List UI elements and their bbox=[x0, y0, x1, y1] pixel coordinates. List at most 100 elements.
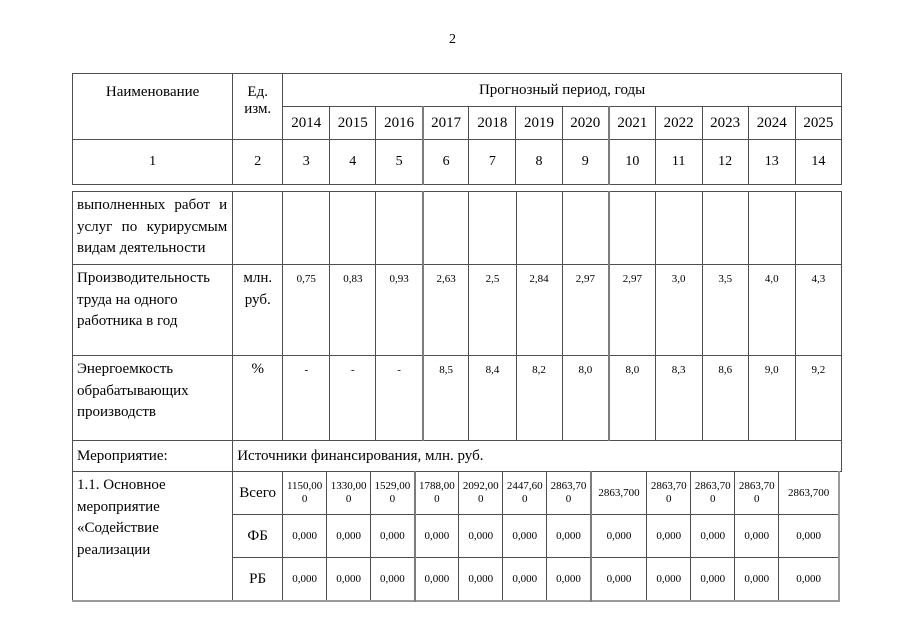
indicator-value: 2,97 bbox=[608, 264, 656, 356]
column-number: 3 bbox=[282, 139, 331, 185]
indicator-value: 8,6 bbox=[701, 355, 749, 441]
column-number: 13 bbox=[747, 139, 796, 185]
funding-value: 0,000 bbox=[778, 557, 840, 602]
column-number: 7 bbox=[468, 139, 517, 185]
year-header: 2016 bbox=[375, 106, 424, 140]
forecast-table: Наименование Ед. изм. Прогнозный период,… bbox=[71, 73, 843, 602]
indicator-value: 2,5 bbox=[468, 264, 517, 356]
funding-source-label: РБ bbox=[232, 557, 284, 602]
funding-source-label: ФБ bbox=[232, 514, 284, 558]
indicator-value: 4,0 bbox=[747, 264, 796, 356]
indicator-value: 0,83 bbox=[329, 264, 377, 356]
header-period-title: Прогнозный период, годы bbox=[282, 73, 842, 107]
empty-value-cell bbox=[654, 191, 703, 265]
year-header: 2018 bbox=[468, 106, 517, 140]
funding-value: 0,000 bbox=[458, 514, 504, 558]
funding-value: 0,000 bbox=[370, 514, 416, 558]
page-number: 2 bbox=[449, 32, 456, 47]
year-header: 2017 bbox=[421, 106, 470, 140]
funding-value: 2447,600 bbox=[502, 471, 548, 515]
funding-value: 0,000 bbox=[502, 557, 548, 602]
column-number: 5 bbox=[375, 139, 424, 185]
year-header: 2025 bbox=[794, 106, 843, 140]
indicator-value: 3,0 bbox=[654, 264, 703, 356]
indicator-unit: % bbox=[232, 355, 284, 441]
year-header: 2015 bbox=[329, 106, 377, 140]
funding-value: 2863,700 bbox=[546, 471, 592, 515]
column-number: 14 bbox=[794, 139, 843, 185]
funding-value: 0,000 bbox=[690, 557, 736, 602]
funding-value: 0,000 bbox=[282, 557, 328, 602]
measure-label: Мероприятие: bbox=[71, 440, 234, 472]
funding-value: 0,000 bbox=[413, 557, 460, 602]
indicator-value: 3,5 bbox=[701, 264, 749, 356]
indicator-value: - bbox=[282, 355, 331, 441]
funding-value: 0,000 bbox=[370, 557, 416, 602]
column-number: 6 bbox=[421, 139, 470, 185]
table-row: ФБ 0,000 0,000 0,000 0,000 0,000 0,000 0,000 0,… bbox=[73, 514, 840, 558]
financing-title: 1.1. Основное мероприятие «Содействие ре… bbox=[71, 471, 234, 602]
funding-value: 2863,700 bbox=[778, 471, 840, 515]
column-number: 12 bbox=[701, 139, 749, 185]
empty-value-cell bbox=[515, 191, 563, 265]
indicator-value: 8,0 bbox=[608, 355, 656, 441]
funding-value: 0,000 bbox=[589, 557, 648, 602]
funding-value: 0,000 bbox=[326, 557, 372, 602]
funding-value: 0,000 bbox=[646, 514, 692, 558]
continuation-text: выполненных работ и услуг по курирусмым … bbox=[71, 191, 234, 265]
funding-value: 0,000 bbox=[546, 514, 592, 558]
indicator-value: 8,2 bbox=[515, 355, 563, 441]
funding-source-label: Всего bbox=[232, 471, 284, 515]
table-financing-section: 1.1. Основное мероприятие «Содействие ре… bbox=[71, 471, 840, 602]
year-header: 2014 bbox=[282, 106, 331, 140]
funding-value: 0,000 bbox=[734, 557, 780, 602]
funding-value: 0,000 bbox=[546, 557, 592, 602]
year-header: 2022 bbox=[654, 106, 703, 140]
empty-value-cell bbox=[375, 191, 424, 265]
financing-sources-header: Источники финансирования, млн. руб. bbox=[232, 440, 842, 472]
funding-value: 2863,700 bbox=[589, 471, 648, 515]
empty-value-cell bbox=[701, 191, 749, 265]
empty-value-cell bbox=[794, 191, 843, 265]
funding-value: 0,000 bbox=[502, 514, 548, 558]
funding-value: 0,000 bbox=[778, 514, 840, 558]
table-row: Производительность труда на одного работ… bbox=[71, 264, 843, 356]
indicator-value: 8,5 bbox=[421, 355, 470, 441]
funding-value: 0,000 bbox=[589, 514, 648, 558]
indicator-value: 4,3 bbox=[794, 264, 843, 356]
table-indicators-section: выполненных работ и услуг по курирусмым … bbox=[71, 191, 843, 472]
indicator-value: - bbox=[375, 355, 424, 441]
indicator-unit bbox=[232, 191, 284, 265]
table-row: 1.1. Основное мероприятие «Содействие ре… bbox=[71, 471, 840, 602]
indicator-name: Производительность труда на одного работ… bbox=[71, 264, 234, 356]
funding-value: 2863,700 bbox=[734, 471, 780, 515]
funding-value: 1529,000 bbox=[370, 471, 416, 515]
column-number: 10 bbox=[608, 139, 656, 185]
indicator-value: 8,0 bbox=[561, 355, 610, 441]
funding-value: 2863,700 bbox=[690, 471, 736, 515]
indicator-value: 9,2 bbox=[794, 355, 843, 441]
year-header: 2021 bbox=[608, 106, 656, 140]
year-header: 2020 bbox=[561, 106, 610, 140]
year-header: 2023 bbox=[701, 106, 749, 140]
indicator-value: 9,0 bbox=[747, 355, 796, 441]
indicator-value: 2,97 bbox=[561, 264, 610, 356]
funding-value: 0,000 bbox=[282, 514, 328, 558]
year-header: 2019 bbox=[515, 106, 563, 140]
table-row: РБ 0,000 0,000 0,000 0,000 0,000 0,000 0,000 0,… bbox=[73, 557, 840, 602]
empty-value-cell bbox=[608, 191, 656, 265]
funding-value: 1330,000 bbox=[326, 471, 372, 515]
funding-value: 2863,700 bbox=[646, 471, 692, 515]
year-header: 2024 bbox=[747, 106, 796, 140]
header-name-column: Наименование bbox=[71, 73, 234, 140]
indicator-name: Энергоемкость обрабатывающих производств bbox=[71, 355, 234, 441]
table-header-section: Наименование Ед. изм. Прогнозный период,… bbox=[71, 73, 843, 185]
column-number: 2 bbox=[232, 139, 284, 185]
table-row: выполненных работ и услуг по курирусмым … bbox=[71, 191, 843, 265]
funding-value: 0,000 bbox=[413, 514, 460, 558]
empty-value-cell bbox=[282, 191, 331, 265]
indicator-value: 2,84 bbox=[515, 264, 563, 356]
indicator-value: 8,3 bbox=[654, 355, 703, 441]
table-row: Мероприятие: Источники финансирования, м… bbox=[71, 440, 842, 472]
